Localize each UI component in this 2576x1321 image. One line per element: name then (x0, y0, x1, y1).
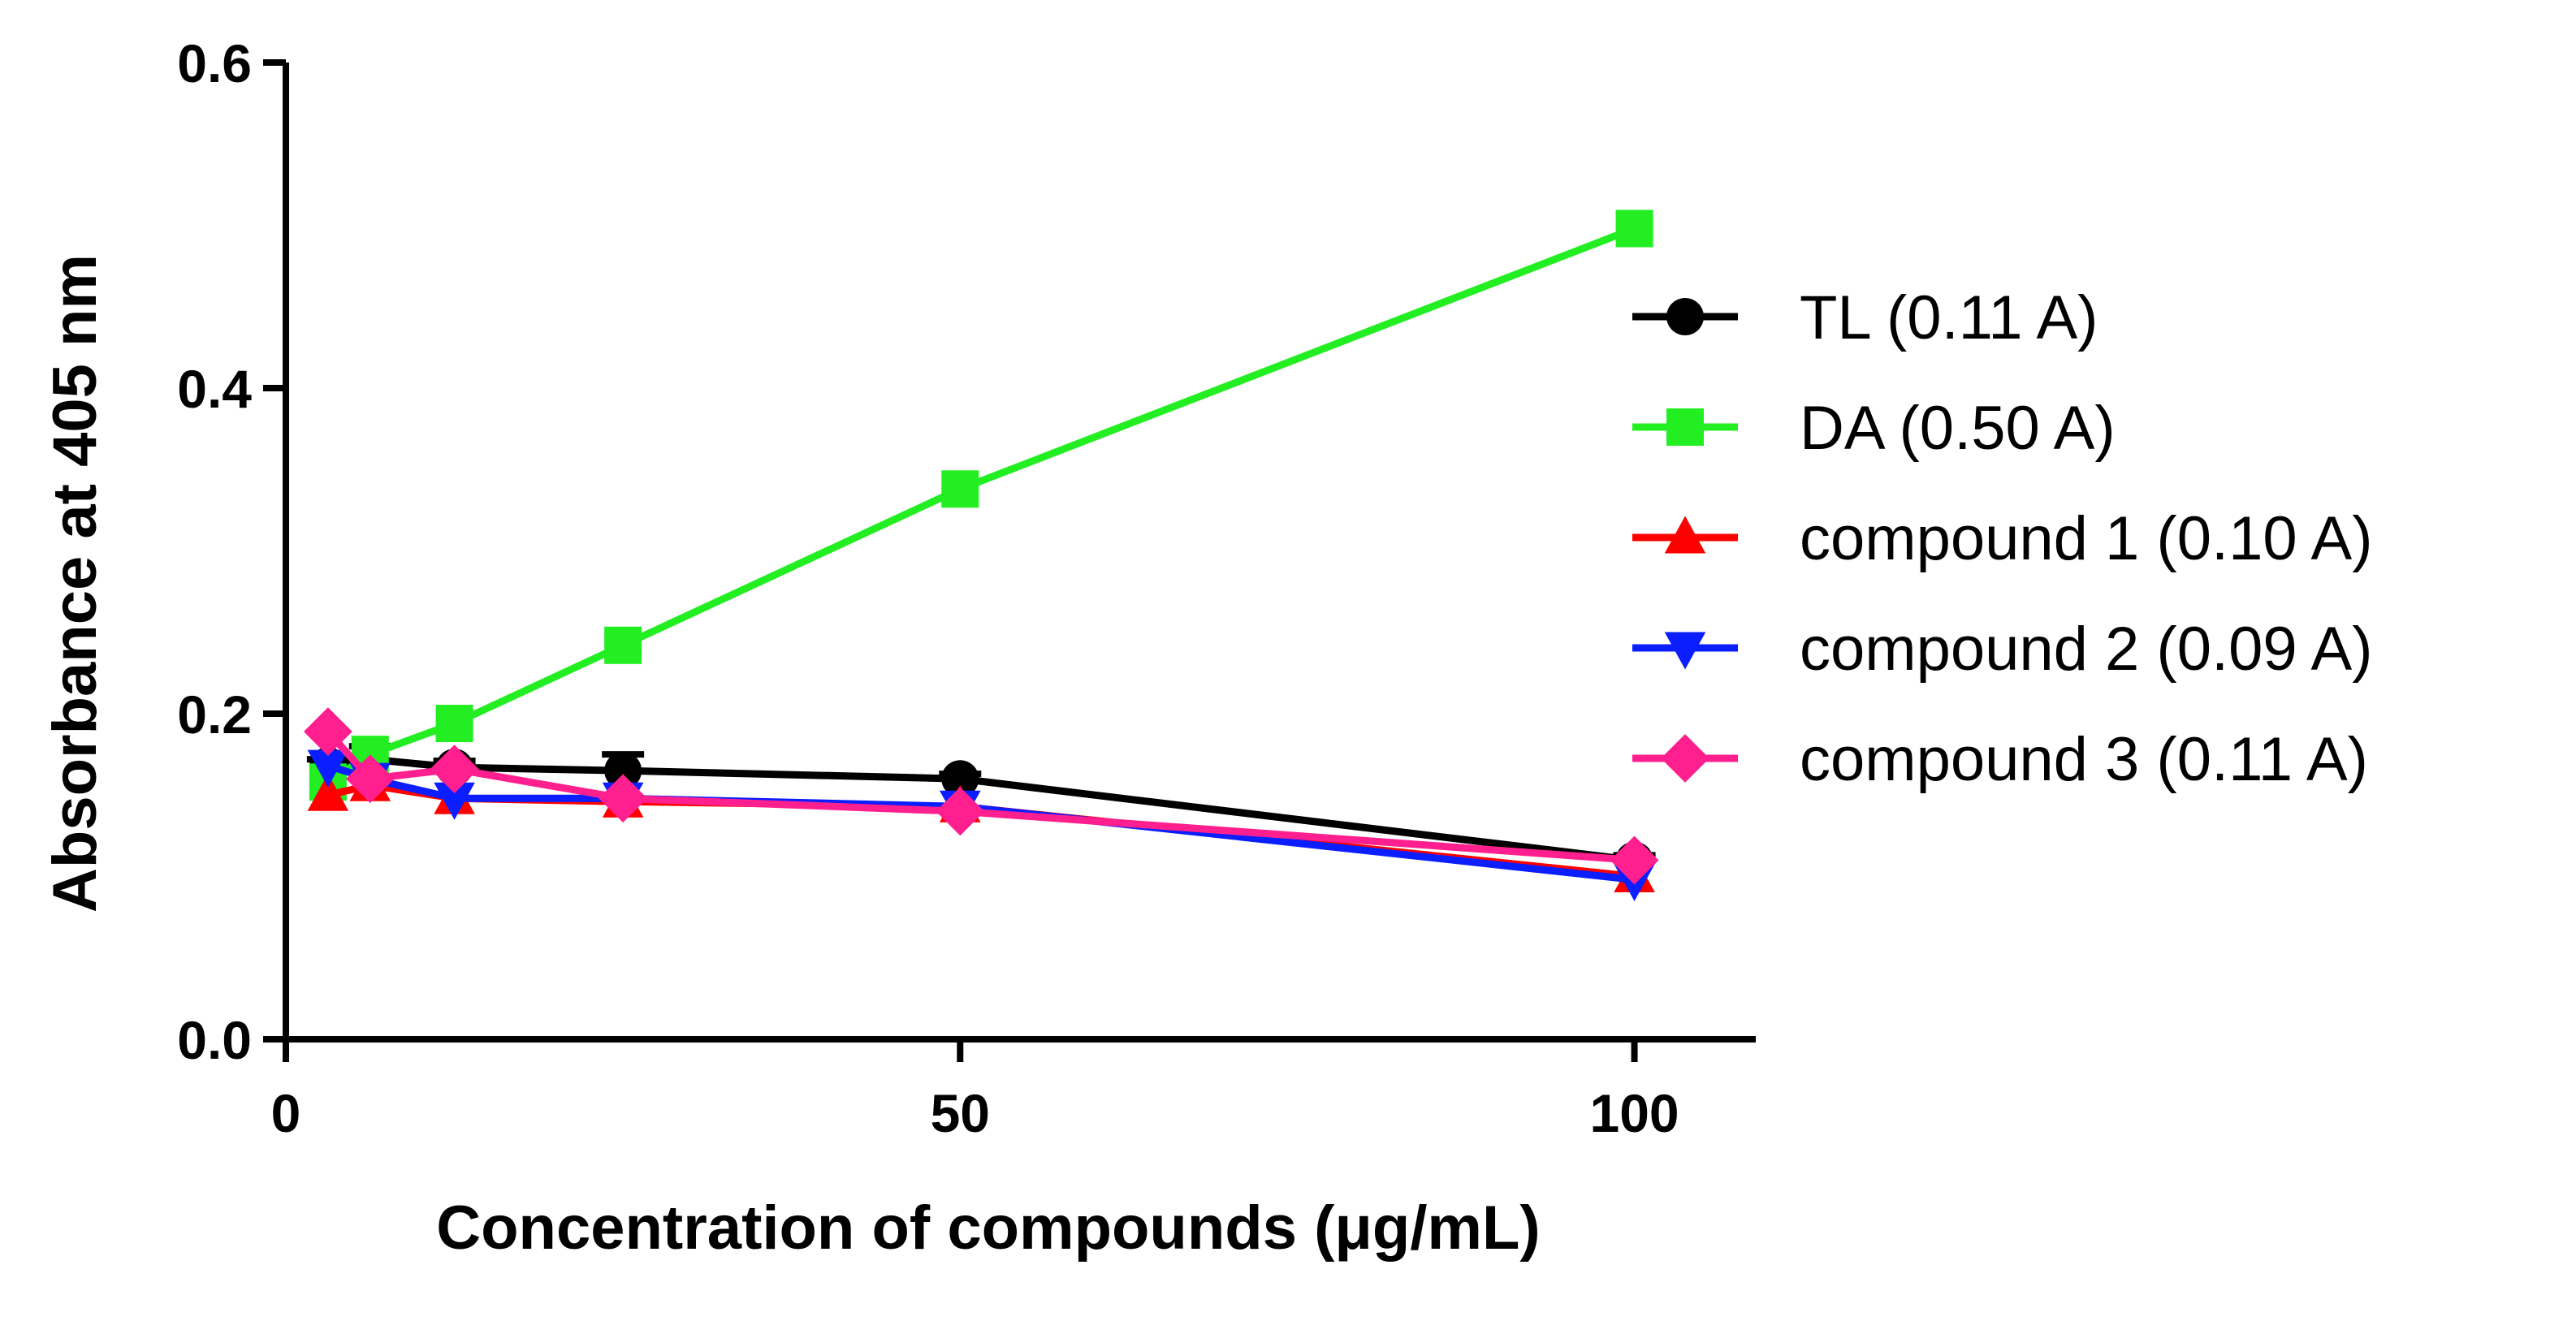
y-tick-label: 0.4 (177, 359, 252, 419)
data-point (604, 752, 642, 790)
legend-item: compound 3 (0.11 A) (1632, 725, 2368, 794)
data-point (345, 754, 395, 804)
legend-item: TL (0.11 A) (1632, 283, 2098, 352)
data-point (599, 774, 648, 823)
series-4 (303, 707, 1659, 885)
data-point (307, 749, 349, 788)
legend-marker (1661, 734, 1709, 783)
legend-label: TL (0.11 A) (1800, 283, 2098, 352)
y-tick-label: 0.0 (177, 1010, 252, 1070)
y-axis-title: Absorbance at 405 nm (41, 254, 110, 913)
data-point (434, 782, 475, 820)
data-point (303, 707, 352, 756)
legend-label: compound 2 (0.09 A) (1800, 615, 2373, 684)
legend-marker (1664, 516, 1706, 554)
data-point (936, 787, 985, 836)
legend-item: compound 2 (0.09 A) (1632, 615, 2373, 684)
y-tick-label: 0.6 (177, 33, 252, 93)
data-point (941, 760, 979, 798)
legend-marker (1664, 632, 1706, 670)
data-point (307, 773, 349, 811)
axes (283, 63, 1756, 1043)
series-1 (309, 209, 1653, 801)
legend-item: compound 1 (0.10 A) (1632, 504, 2373, 573)
x-tick-label: 50 (931, 1083, 990, 1143)
legend-item: DA (0.50 A) (1632, 394, 2116, 463)
x-tick-label: 100 (1589, 1083, 1679, 1143)
legend: TL (0.11 A) DA (0.50 A) compound 1 (0.10 A… (1632, 283, 2373, 794)
legend-marker (1666, 408, 1704, 446)
axis-ticks: 0.0 0.2 0.4 0.6 0 50 100 (177, 33, 1679, 1143)
data-point (941, 470, 979, 508)
data-point (430, 745, 479, 794)
legend-label: compound 3 (0.11 A) (1800, 725, 2368, 794)
x-tick-label: 0 (271, 1083, 301, 1143)
legend-label: compound 1 (0.10 A) (1800, 504, 2373, 573)
data-point (435, 705, 473, 743)
data-point (1610, 835, 1659, 885)
series-line (326, 225, 1636, 785)
data-point (1615, 209, 1653, 248)
y-tick-label: 0.2 (177, 684, 252, 745)
legend-label: DA (0.50 A) (1800, 394, 2116, 463)
data-point (604, 626, 642, 664)
legend-marker (1666, 298, 1704, 335)
x-axis-title: Concentration of compounds (μg/mL) (436, 1194, 1541, 1263)
plot-area (303, 209, 1659, 901)
